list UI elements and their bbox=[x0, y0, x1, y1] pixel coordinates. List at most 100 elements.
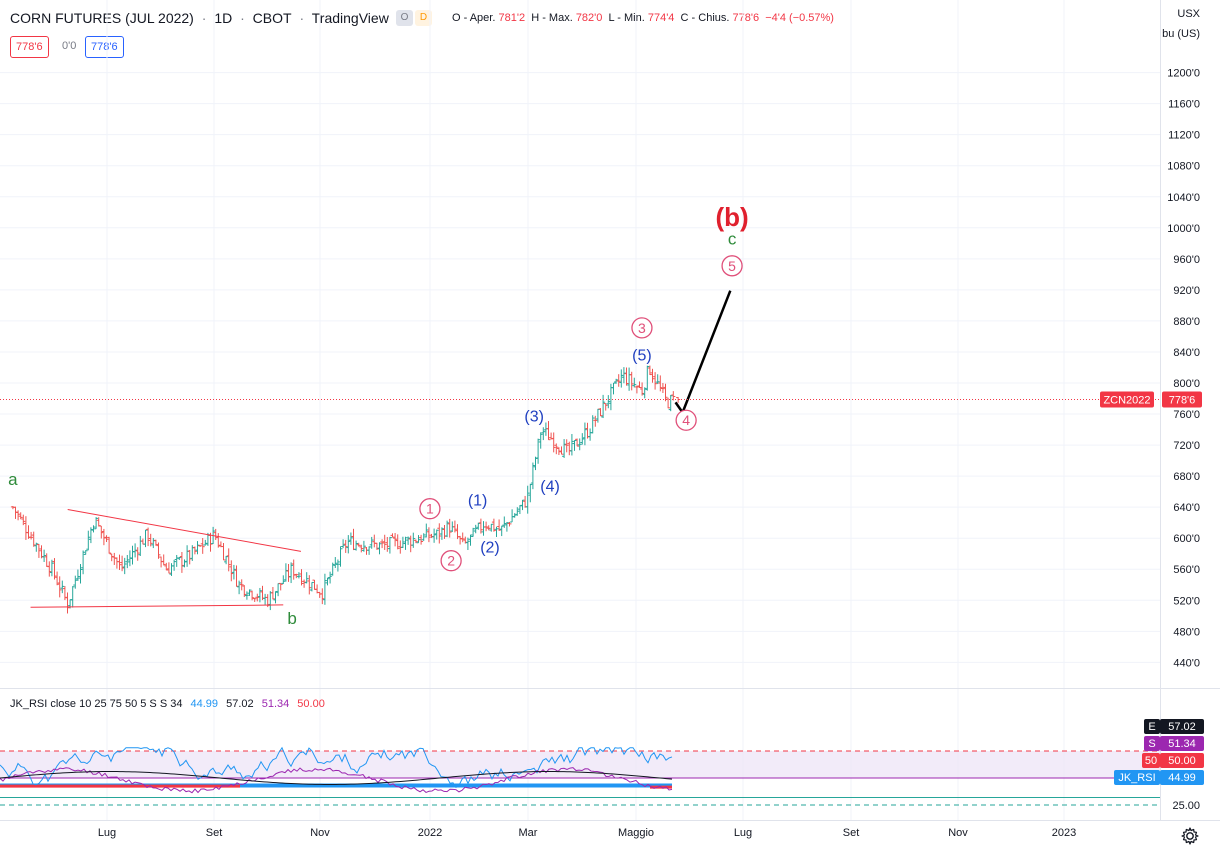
price-bar bbox=[255, 593, 260, 602]
price-tick-label: 880'0 bbox=[1173, 316, 1200, 328]
time-axis: Lug Set Nov 2022 Mar Maggio Lug Set Nov 2023 bbox=[98, 827, 1076, 839]
price-bar bbox=[320, 588, 325, 605]
price-bar bbox=[647, 365, 652, 376]
price-bar bbox=[91, 525, 96, 533]
last-price-badge: 778'6 bbox=[1169, 394, 1196, 406]
currency-selector[interactable]: USX bbox=[1177, 8, 1200, 20]
price-bar bbox=[374, 542, 379, 550]
price-bar bbox=[380, 539, 385, 549]
rsi-name: JK_RSI close 10 25 75 50 5 S S 34 bbox=[10, 698, 183, 710]
rsi-legend[interactable]: JK_RSI close 10 25 75 50 5 S S 34 44.99 … bbox=[10, 698, 330, 710]
price-bar bbox=[153, 539, 158, 546]
price-bar bbox=[478, 518, 483, 534]
sell-price[interactable]: 778'6 bbox=[10, 36, 49, 58]
time-tick-label: Maggio bbox=[618, 827, 654, 839]
price-bar bbox=[507, 521, 512, 527]
price-bar bbox=[606, 395, 611, 409]
price-tick-label: 720'0 bbox=[1173, 440, 1200, 452]
price-bar bbox=[629, 371, 634, 391]
price-bar bbox=[120, 555, 125, 572]
price-bar bbox=[481, 521, 486, 536]
price-tick-label: 1040'0 bbox=[1167, 192, 1200, 204]
price-bar bbox=[387, 536, 392, 554]
price-bar bbox=[39, 545, 44, 559]
price-bar bbox=[520, 499, 525, 511]
price-bar bbox=[653, 372, 658, 390]
rsi-band bbox=[0, 751, 1160, 778]
rsi-badge-value: 50.00 bbox=[1168, 755, 1196, 767]
price-bar bbox=[614, 378, 619, 384]
price-bar bbox=[94, 517, 99, 530]
price-bar bbox=[101, 528, 106, 546]
price-bar bbox=[660, 383, 665, 393]
price-bar bbox=[156, 542, 161, 559]
price-tick-label: 1080'0 bbox=[1167, 161, 1200, 173]
price-bar bbox=[291, 559, 296, 580]
price-bar bbox=[185, 545, 190, 567]
wave-label: 3 bbox=[638, 320, 646, 336]
price-bar bbox=[432, 528, 437, 543]
price-bar bbox=[411, 532, 416, 548]
interval[interactable]: 1D bbox=[214, 10, 233, 26]
unit-selector[interactable]: bu (US) bbox=[1162, 28, 1200, 40]
price-bar bbox=[361, 540, 366, 552]
price-bar bbox=[582, 422, 587, 446]
price-tick-label: 640'0 bbox=[1173, 502, 1200, 514]
time-tick-label: Set bbox=[843, 827, 860, 839]
price-bar bbox=[125, 554, 130, 569]
price-bar bbox=[528, 483, 533, 503]
wave-label: (4) bbox=[540, 478, 560, 495]
price-bar bbox=[146, 527, 151, 547]
rsi-badge-letter-bg bbox=[1144, 719, 1160, 734]
price-bar bbox=[57, 576, 62, 598]
price-bar bbox=[525, 485, 530, 514]
rsi-e-line bbox=[0, 771, 673, 785]
price-bar bbox=[195, 541, 200, 555]
price-bar bbox=[515, 507, 520, 516]
symbol-name[interactable]: CORN FUTURES (JUL 2022) bbox=[10, 10, 194, 26]
price-bar bbox=[624, 367, 629, 386]
price-bar bbox=[328, 571, 333, 584]
price-bar bbox=[244, 591, 249, 600]
wave-label: 1 bbox=[426, 501, 434, 517]
price-bar bbox=[143, 529, 148, 548]
time-tick-label: Nov bbox=[310, 827, 330, 839]
wave-labels: a b 1 2 (1) (2) (3) (4) (5) 3 4 5 c(b) bbox=[8, 202, 749, 628]
price-bar bbox=[174, 554, 179, 567]
wave-label: (b) bbox=[715, 202, 748, 232]
time-tick-label: Set bbox=[206, 827, 223, 839]
price-bar bbox=[536, 438, 541, 464]
rsi-badge-letter-bg bbox=[1144, 736, 1160, 751]
rsi-axis-bottom: 25.00 bbox=[1172, 800, 1200, 812]
price-bar bbox=[341, 539, 346, 549]
price-bar bbox=[192, 546, 197, 555]
time-tick-label: Lug bbox=[98, 827, 116, 839]
price-tick-label: 840'0 bbox=[1173, 347, 1200, 359]
price-bar bbox=[31, 531, 36, 547]
price-bar bbox=[182, 559, 187, 568]
price-bar bbox=[497, 519, 502, 531]
price-bar bbox=[593, 415, 598, 427]
price-bar bbox=[34, 542, 39, 552]
price-bar bbox=[107, 536, 112, 554]
price-bar bbox=[309, 581, 314, 592]
price-bar bbox=[468, 534, 473, 546]
rsi-e-value: 57.02 bbox=[226, 698, 254, 710]
last-price-badge-bg bbox=[1162, 391, 1202, 408]
price-bar bbox=[663, 383, 668, 402]
price-bar bbox=[403, 536, 408, 550]
buy-price[interactable]: 778'6 bbox=[85, 36, 124, 58]
price-bar bbox=[621, 367, 626, 384]
price-bar bbox=[60, 580, 65, 594]
settings-gear-icon[interactable] bbox=[1178, 824, 1202, 848]
price-bar bbox=[489, 523, 494, 532]
price-bar bbox=[627, 367, 632, 391]
price-bar bbox=[281, 575, 286, 585]
price-bar bbox=[343, 539, 348, 553]
rsi-line bbox=[0, 746, 673, 789]
price-bar bbox=[75, 569, 80, 581]
price-bar bbox=[603, 403, 608, 411]
price-bar bbox=[377, 542, 382, 555]
price-bar bbox=[575, 438, 580, 447]
